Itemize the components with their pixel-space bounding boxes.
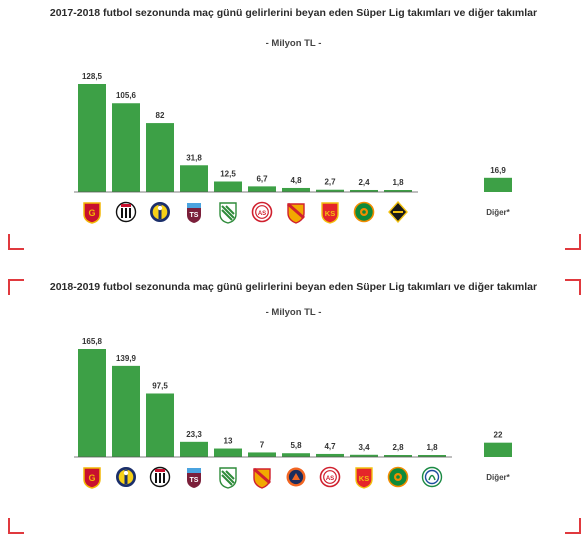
bar xyxy=(418,455,446,457)
data-label: 2,7 xyxy=(324,178,336,187)
chart-1-title: 2017-2018 futbol sezonunda maç günü geli… xyxy=(49,7,538,19)
data-label: 13 xyxy=(224,437,233,446)
data-label: 4,7 xyxy=(324,442,336,451)
kayserispor-logo-icon: KS xyxy=(355,467,373,489)
data-label: 82 xyxy=(156,111,165,120)
data-label: 139,9 xyxy=(116,354,137,363)
goztepe-logo-icon xyxy=(287,202,305,224)
malatyaspor-logo-icon xyxy=(388,200,408,224)
bar xyxy=(180,165,208,192)
data-label: 4,8 xyxy=(290,176,302,185)
galatasaray-logo-icon: G xyxy=(83,467,101,489)
data-label: 105,6 xyxy=(116,91,137,100)
bar xyxy=(384,190,412,192)
data-label: 6,7 xyxy=(256,174,268,183)
trabzonspor-logo-icon: TS xyxy=(187,203,201,223)
goztepe-logo-icon xyxy=(253,467,271,489)
bar xyxy=(146,123,174,192)
data-label: 1,8 xyxy=(426,443,438,452)
fenerbahce-logo-icon xyxy=(150,202,170,222)
corner-mark xyxy=(565,234,581,250)
chart-2-title: 2018-2019 futbol sezonunda maç günü geli… xyxy=(49,281,538,293)
corner-mark xyxy=(565,518,581,534)
bar xyxy=(146,393,174,457)
basaksehir-logo-icon xyxy=(286,467,306,487)
data-label: 3,4 xyxy=(358,443,370,452)
corner-mark xyxy=(8,279,24,295)
data-label: 2,8 xyxy=(392,443,404,452)
bar xyxy=(112,103,140,192)
data-label: 128,5 xyxy=(82,72,103,81)
alanyaspor-logo-icon xyxy=(387,466,409,488)
bar xyxy=(180,441,208,457)
data-label: 1,8 xyxy=(392,178,404,187)
bar xyxy=(484,177,512,192)
antalyaspor-logo-icon: AS xyxy=(251,201,273,223)
data-label: 31,8 xyxy=(186,153,202,162)
rizespor-logo-icon xyxy=(421,466,443,488)
chart-1-subtitle: - Milyon TL - xyxy=(265,38,322,49)
bar xyxy=(484,442,512,457)
chart-2-subtitle: - Milyon TL - xyxy=(265,307,322,318)
svg-text:KS: KS xyxy=(359,474,369,483)
bar xyxy=(78,84,106,192)
besiktas-logo-icon xyxy=(115,201,137,223)
bursaspor-logo-icon xyxy=(219,467,237,489)
data-label: 2,4 xyxy=(358,178,370,187)
bar xyxy=(316,189,344,192)
bar xyxy=(248,186,276,192)
bar xyxy=(384,455,412,457)
data-label: 22 xyxy=(494,431,503,440)
bar xyxy=(316,453,344,457)
bar xyxy=(248,452,276,457)
data-label: 23,3 xyxy=(186,430,202,439)
svg-text:AS: AS xyxy=(258,211,266,217)
svg-text:G: G xyxy=(88,473,95,483)
fenerbahce-logo-icon xyxy=(116,467,136,487)
chart-1: 128,5 105,6 82 31,8 12,5 6,7 4,8 2,7 2,4 1,8 16,9 G… xyxy=(74,72,512,224)
bar xyxy=(78,349,106,457)
bar xyxy=(214,448,242,457)
data-label: 97,5 xyxy=(152,381,168,390)
kayserispor-logo-icon: KS xyxy=(321,202,339,224)
alanyaspor-logo-icon xyxy=(353,201,375,223)
svg-text:AS: AS xyxy=(326,476,334,482)
bar xyxy=(350,454,378,457)
corner-mark xyxy=(565,279,581,295)
antalyaspor-logo-icon: AS xyxy=(319,466,341,488)
bar xyxy=(282,453,310,457)
svg-text:TS: TS xyxy=(190,477,199,484)
data-label: 5,8 xyxy=(290,441,302,450)
bursaspor-logo-icon xyxy=(219,202,237,224)
corner-mark xyxy=(8,234,24,250)
trabzonspor-logo-icon: TS xyxy=(187,468,201,488)
other-category-label: Diğer* xyxy=(486,473,510,482)
data-label: 12,5 xyxy=(220,169,236,178)
bar xyxy=(282,187,310,192)
svg-text:KS: KS xyxy=(325,209,335,218)
bar xyxy=(214,181,242,192)
data-label: 165,8 xyxy=(82,337,103,346)
bar xyxy=(112,365,140,457)
svg-text:G: G xyxy=(88,208,95,218)
bar xyxy=(350,189,378,192)
other-category-label: Diğer* xyxy=(486,208,510,217)
data-label: 16,9 xyxy=(490,166,506,175)
data-label: 7 xyxy=(260,440,265,449)
corner-mark xyxy=(8,518,24,534)
svg-text:TS: TS xyxy=(190,212,199,219)
galatasaray-logo-icon: G xyxy=(83,202,101,224)
chart-2: 165,8 139,9 97,5 23,3 13 7 5,8 4,7 3,4 2,8 1,8 22 G T… xyxy=(74,337,512,489)
besiktas-logo-icon xyxy=(149,466,171,488)
